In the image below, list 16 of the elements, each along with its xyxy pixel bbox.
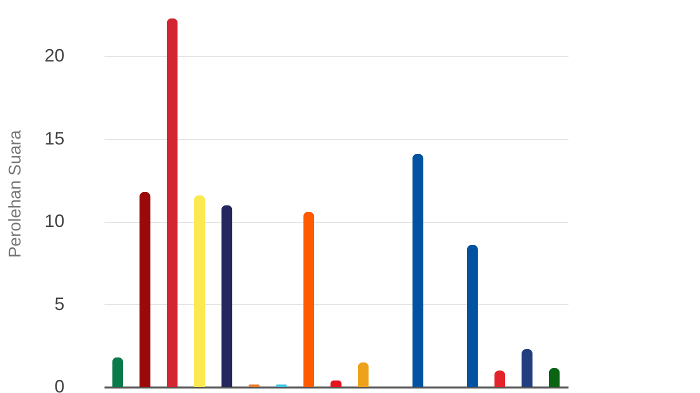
bar xyxy=(412,154,424,387)
y-tick-label: 5 xyxy=(54,294,64,314)
bar xyxy=(194,195,206,387)
y-tick-label: 20 xyxy=(44,46,64,66)
bar xyxy=(303,212,314,387)
bar xyxy=(221,205,232,387)
bar xyxy=(522,348,533,387)
bar xyxy=(139,192,150,387)
bar xyxy=(358,362,369,387)
y-tick-label: 10 xyxy=(44,211,64,232)
bar xyxy=(112,357,124,387)
y-axis-title: Perolehan Suara xyxy=(5,130,24,258)
y-tick-label: 0 xyxy=(54,376,64,393)
bar xyxy=(166,18,178,387)
bar xyxy=(466,244,478,387)
y-tick-label: 15 xyxy=(44,128,64,148)
